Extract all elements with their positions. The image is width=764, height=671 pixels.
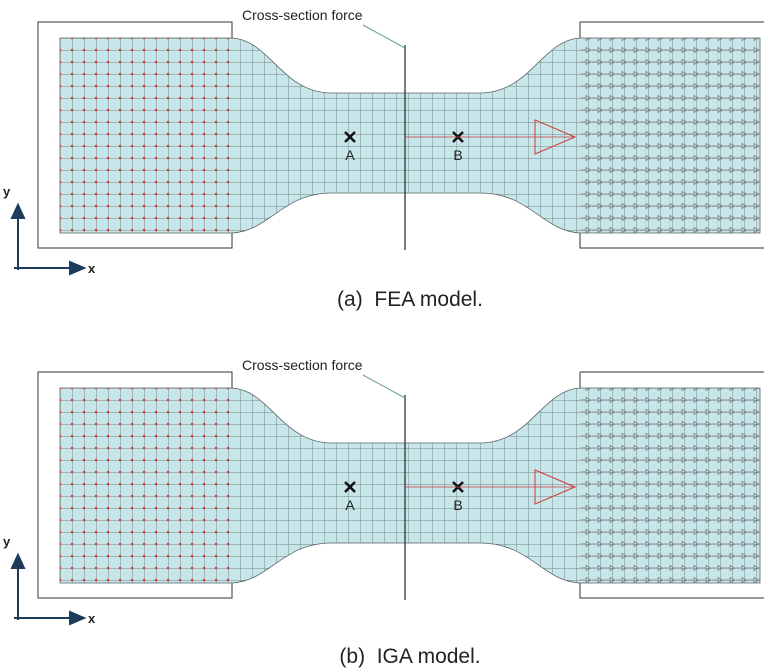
fea-mesh — [12, 22, 764, 274]
caption: (b) IGA model. — [339, 645, 480, 668]
point-a: A — [345, 147, 355, 163]
point-b: B — [453, 147, 462, 163]
axis-x: x — [88, 611, 96, 626]
figure: Cross-section force A B y x (a) FEA mode… — [0, 0, 764, 671]
point-b: B — [453, 497, 462, 513]
point-a: A — [345, 497, 355, 513]
panel-a: Cross-section force A B y x (a) FEA mode… — [3, 7, 764, 311]
panel-b: Cross-section force A B y x (b) IGA mode… — [3, 357, 764, 668]
axis-x: x — [88, 261, 96, 276]
force-label: Cross-section force — [242, 357, 363, 373]
force-label: Cross-section force — [242, 7, 363, 23]
caption: (a) FEA model. — [337, 288, 483, 311]
axis-y: y — [3, 184, 11, 199]
iga-mesh — [12, 372, 764, 624]
axis-y: y — [3, 534, 11, 549]
